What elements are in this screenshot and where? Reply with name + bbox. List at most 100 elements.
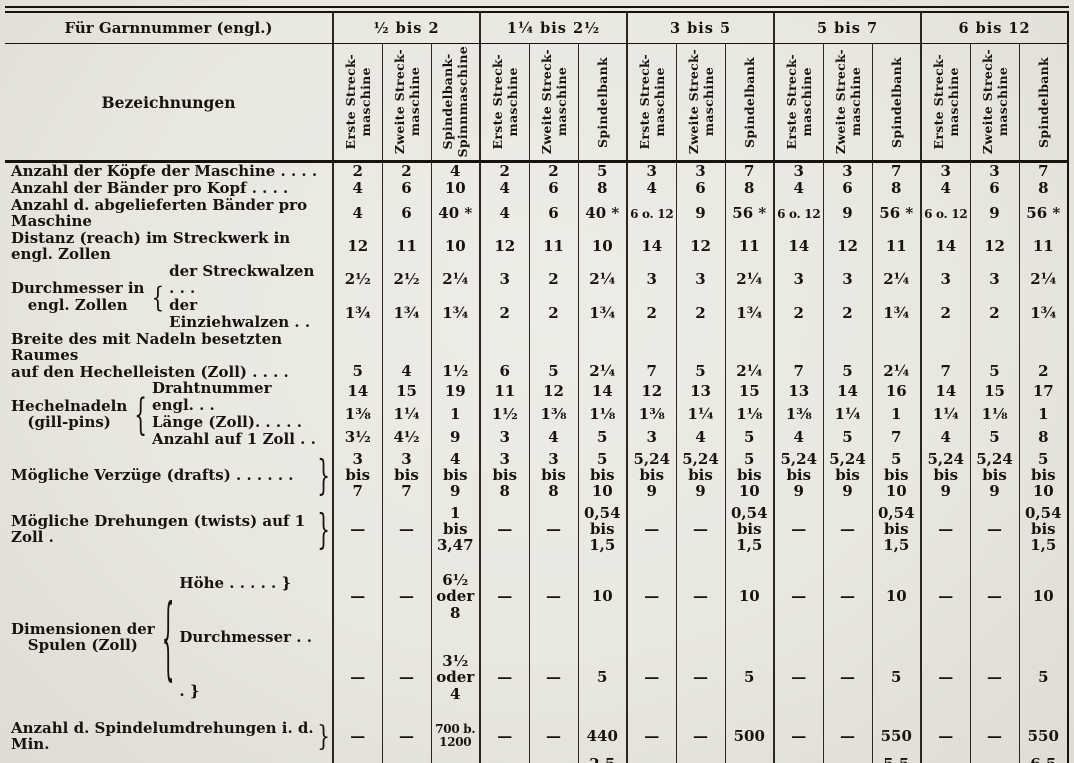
column-header: Erste Streck- maschine xyxy=(773,43,824,163)
cell-text: 1¾ xyxy=(589,304,616,323)
group-range-header: 3 bis 5 xyxy=(626,9,775,44)
value-cell: 9 xyxy=(675,196,726,230)
value-cell: 9 xyxy=(822,196,873,230)
row-label-sub-items: der Streckwalzen . . . der Einziehwalzen… xyxy=(169,262,315,331)
cell-text: 12 xyxy=(837,236,858,255)
value-cell: 6½ oder 8 xyxy=(430,556,481,637)
row-label: Anzahl d. Spindelumdrehungen i. d. Min.} xyxy=(5,718,333,754)
cell-text: 5 bis 10 xyxy=(736,449,762,501)
cell-text: 1¼ xyxy=(834,404,861,423)
column-header-text: Erste Streck- maschine xyxy=(930,54,961,150)
value-cell: 10 xyxy=(577,556,628,637)
cell-text: 3 xyxy=(646,270,657,289)
value-cell: — xyxy=(920,556,971,637)
cell-text: 7 xyxy=(1038,162,1049,180)
row-label: Breite des mit Nadeln besetzten Raumes a… xyxy=(5,331,333,381)
value-cell: 15 xyxy=(724,380,775,403)
value-cell: 3½ oder 4 xyxy=(430,637,481,718)
value-cell: — xyxy=(969,502,1020,556)
value-cell: 0,54 bis 1,5 xyxy=(1018,502,1069,556)
cell-text: 6,5 bis 7 xyxy=(1030,756,1056,763)
value-cell: 1⅜ xyxy=(528,402,579,426)
row-label: Dimensionen der Spulen (Zoll){Höhe . . .… xyxy=(5,556,333,718)
value-cell: 4 xyxy=(773,425,824,448)
cell-text: 13 xyxy=(690,382,711,401)
column-header-text: Erste Streck- maschine xyxy=(342,54,373,150)
value-cell: 1⅜ xyxy=(332,402,382,426)
value-cell: 40 * xyxy=(577,196,628,230)
column-header-text: Zweite Streck- maschine xyxy=(538,49,569,155)
cell-text: 1⅜ xyxy=(540,404,567,423)
value-cell: 3 xyxy=(675,262,726,297)
cell-text: — xyxy=(987,519,1003,538)
cell-text: 10 xyxy=(738,587,760,606)
value-cell: — xyxy=(626,502,677,556)
value-cell: — xyxy=(479,718,530,754)
value-cell: — xyxy=(773,637,824,718)
cell-text: 5,24 bis 9 xyxy=(829,449,866,501)
cell-text: 9 xyxy=(695,203,706,222)
value-cell: 5,24 bis 9 xyxy=(969,448,1020,502)
cell-text: 7 xyxy=(793,361,804,380)
cell-text: — xyxy=(791,519,807,538)
cell-text: 1 xyxy=(891,404,902,423)
value-cell: 4 bis 9 xyxy=(430,448,481,502)
value-cell: 7 xyxy=(773,330,824,380)
group-range-header: 6 bis 12 xyxy=(920,9,1069,44)
value-cell: — xyxy=(332,637,382,718)
value-cell: 2 xyxy=(479,296,530,331)
value-cell: 2¼ xyxy=(430,262,481,297)
cell-text: 6 o. 12 xyxy=(630,206,674,221)
value-cell: 4 xyxy=(920,425,971,448)
value-cell: 4 xyxy=(479,179,530,197)
cell-text: — xyxy=(693,668,709,687)
cell-text: — xyxy=(840,726,856,745)
cell-text: 4 xyxy=(450,162,461,180)
row-label-braced-group: Hechelnadeln (gill-pins){Drahtnummer eng… xyxy=(11,380,318,448)
cell-text: 4 xyxy=(352,179,363,197)
cell-text: — xyxy=(350,668,366,687)
cell-text: 3 xyxy=(499,270,510,289)
value-cell: 4,5 xyxy=(724,754,775,763)
left-brace: { xyxy=(161,583,175,691)
cell-text: — xyxy=(644,726,660,745)
cell-text: 2¼ xyxy=(883,270,910,289)
value-cell: — xyxy=(332,718,382,754)
cell-text: 8 xyxy=(1038,179,1049,197)
value-cell: 2¼ xyxy=(577,262,628,297)
value-cell: 6 xyxy=(675,179,726,197)
cell-text: 1¾ xyxy=(344,304,371,323)
value-cell: 14 xyxy=(920,380,971,403)
row-label: Mögliche Verzüge (drafts) . . . . . .} xyxy=(5,448,333,502)
value-cell: 12 xyxy=(822,229,873,263)
value-cell: — xyxy=(528,754,579,763)
value-cell: — xyxy=(773,556,824,637)
row-label-text: Mögliche Verzüge (drafts) . . . . . . xyxy=(11,465,294,484)
value-cell: — xyxy=(381,556,431,637)
value-cell: 14 xyxy=(577,380,628,403)
value-cell: 2 xyxy=(381,161,431,180)
cell-text: 12 xyxy=(347,236,369,255)
cell-text: 1¼ xyxy=(687,404,714,423)
cell-text: 3 xyxy=(793,162,804,180)
value-cell: 3 bis 8 xyxy=(479,448,530,502)
value-cell: 1 xyxy=(871,402,922,426)
value-cell: 8 xyxy=(1018,179,1069,197)
cell-text: 3 bis 8 xyxy=(492,449,518,501)
value-cell: 11 xyxy=(381,229,431,263)
cell-text: 5,24 bis 9 xyxy=(780,449,818,501)
cell-text: 11 xyxy=(494,382,516,401)
cell-text: 3 xyxy=(646,427,657,446)
cell-text: 10 xyxy=(591,236,613,255)
main-table: Für Garnnummer (engl.) ½ bis 2 1¼ bis 2½ 3 … xyxy=(5,6,1070,763)
cell-text: 0,54 bis 1,5 xyxy=(583,503,621,555)
cell-text: 56 * xyxy=(1026,203,1061,222)
value-cell: 5,24 bis 9 xyxy=(920,448,971,502)
value-cell: 3 xyxy=(773,262,824,297)
value-cell: 8 xyxy=(871,179,922,197)
cell-text: 3 xyxy=(499,427,510,446)
cell-text: 9 xyxy=(989,203,1000,222)
cell-text: 2 xyxy=(548,270,559,289)
column-header: Spindelbank xyxy=(871,43,922,163)
cell-text: 3 xyxy=(695,270,706,289)
